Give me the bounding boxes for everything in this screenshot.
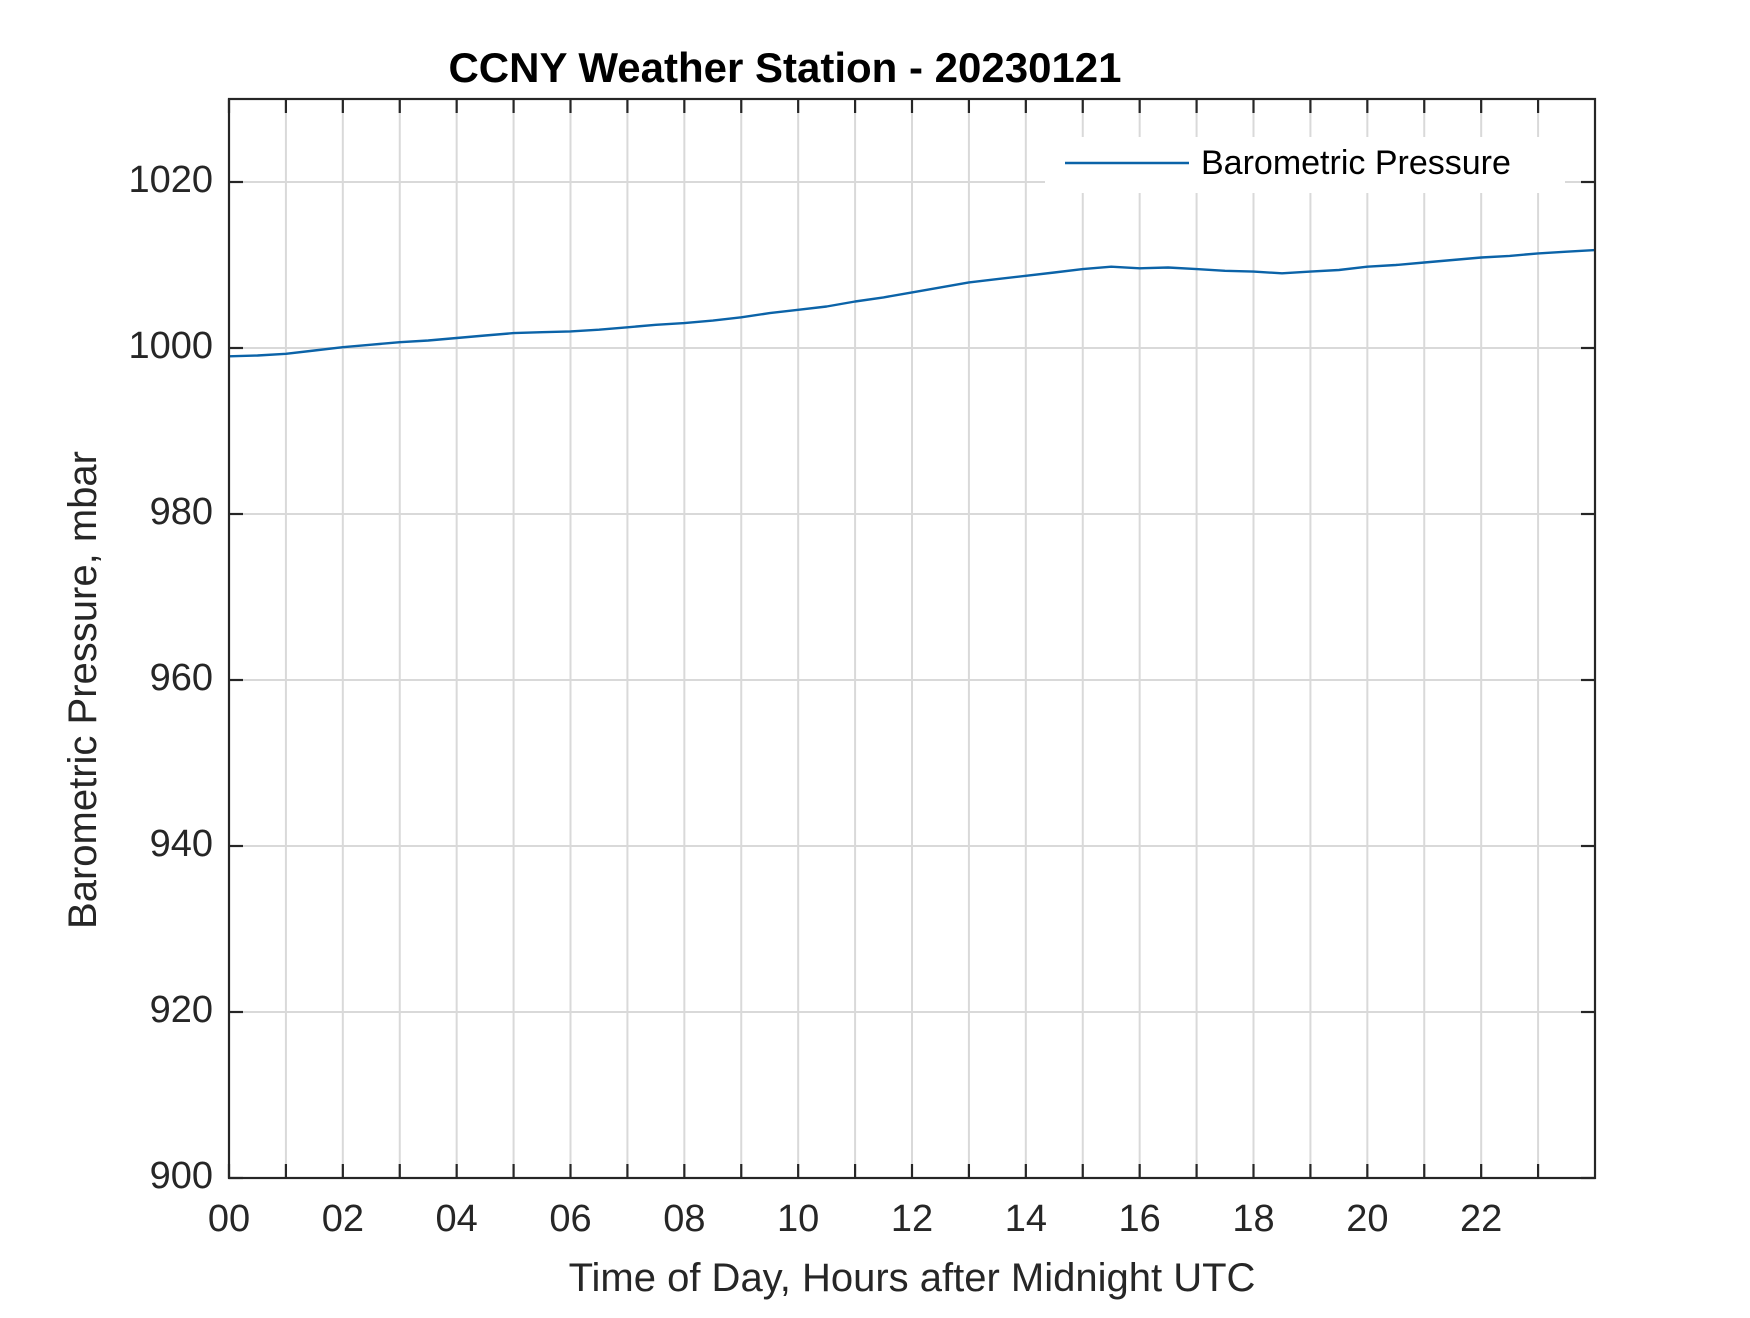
x-tick-label: 12 <box>891 1198 933 1240</box>
tick-labels: 00 02 04 06 08 10 12 14 16 18 20 22 900 920 940 960 980 1… <box>128 159 1502 1240</box>
axis-ticks <box>227 99 1595 1180</box>
x-tick-label: 22 <box>1460 1198 1502 1240</box>
legend-box <box>1045 137 1565 193</box>
y-tick-label: 900 <box>150 1155 213 1197</box>
x-tick-label: 08 <box>663 1198 705 1240</box>
legend: Barometric Pressure <box>1045 137 1565 193</box>
x-tick-label: 06 <box>549 1198 591 1240</box>
x-tick-label: 14 <box>1005 1198 1047 1240</box>
y-tick-label: 960 <box>150 657 213 699</box>
x-tick-label: 00 <box>208 1198 250 1240</box>
y-tick-label: 980 <box>150 491 213 533</box>
x-tick-label: 10 <box>777 1198 819 1240</box>
x-tick-label: 18 <box>1232 1198 1274 1240</box>
series-line-barometric-pressure <box>228 248 1596 358</box>
chart-title: CCNY Weather Station - 20230121 <box>448 44 1121 91</box>
y-tick-label: 940 <box>150 823 213 865</box>
x-tick-label: 02 <box>322 1198 364 1240</box>
y-tick-label: 920 <box>150 989 213 1031</box>
series-lines <box>228 248 1596 358</box>
x-axis-label: Time of Day, Hours after Midnight UTC <box>569 1256 1256 1300</box>
y-axis-label: Barometric Pressure, mbar <box>61 451 105 929</box>
x-tick-label: 16 <box>1119 1198 1161 1240</box>
x-tick-label: 04 <box>436 1198 478 1240</box>
y-tick-label: 1020 <box>128 159 213 201</box>
legend-label-barometric-pressure: Barometric Pressure <box>1201 144 1511 182</box>
x-tick-label: 20 <box>1346 1198 1388 1240</box>
y-tick-label: 1000 <box>128 325 213 367</box>
